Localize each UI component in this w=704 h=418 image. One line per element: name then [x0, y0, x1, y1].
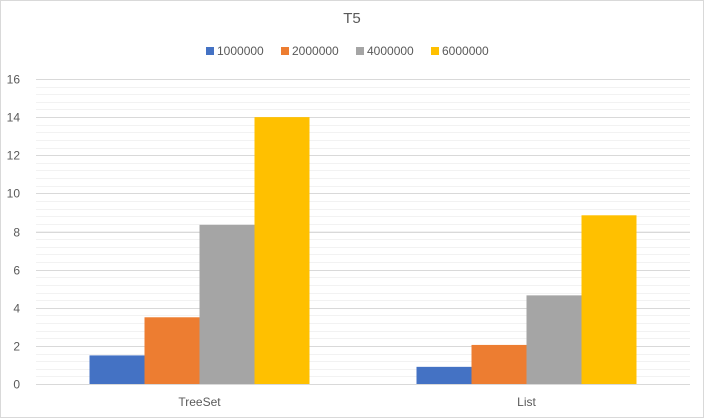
y-tick-label: 14 [7, 111, 21, 125]
category-label: TreeSet [178, 395, 221, 409]
chart-title: T5 [343, 10, 361, 27]
bar-treeset-1000000 [89, 355, 145, 384]
y-tick-label: 2 [13, 340, 20, 354]
bar-treeset-6000000 [254, 117, 310, 384]
y-axis: 0 2 4 6 8 10 12 14 16 [7, 73, 21, 392]
legend-swatch [206, 47, 214, 55]
x-axis: TreeSet List [178, 395, 536, 409]
bar-treeset-2000000 [144, 317, 200, 384]
legend-swatch [431, 47, 439, 55]
bars [89, 117, 637, 384]
category-label: List [517, 395, 536, 409]
y-tick-label: 10 [7, 187, 21, 201]
legend-label: 1000000 [217, 44, 264, 58]
y-tick-label: 16 [7, 73, 21, 87]
legend-swatch [356, 47, 364, 55]
bar-list-1000000 [416, 366, 472, 384]
legend-swatch [281, 47, 289, 55]
legend-label: 2000000 [292, 44, 339, 58]
bar-treeset-4000000 [199, 224, 255, 384]
bar-list-6000000 [581, 215, 637, 384]
legend: 1000000 2000000 4000000 6000000 [206, 44, 489, 58]
y-tick-label: 4 [13, 302, 20, 316]
y-tick-label: 8 [13, 226, 20, 240]
bar-list-2000000 [471, 344, 527, 384]
y-tick-label: 12 [7, 149, 21, 163]
y-tick-label: 6 [13, 264, 20, 278]
bar-list-4000000 [526, 295, 582, 384]
legend-label: 4000000 [367, 44, 414, 58]
legend-label: 6000000 [442, 44, 489, 58]
y-tick-label: 0 [13, 378, 20, 392]
